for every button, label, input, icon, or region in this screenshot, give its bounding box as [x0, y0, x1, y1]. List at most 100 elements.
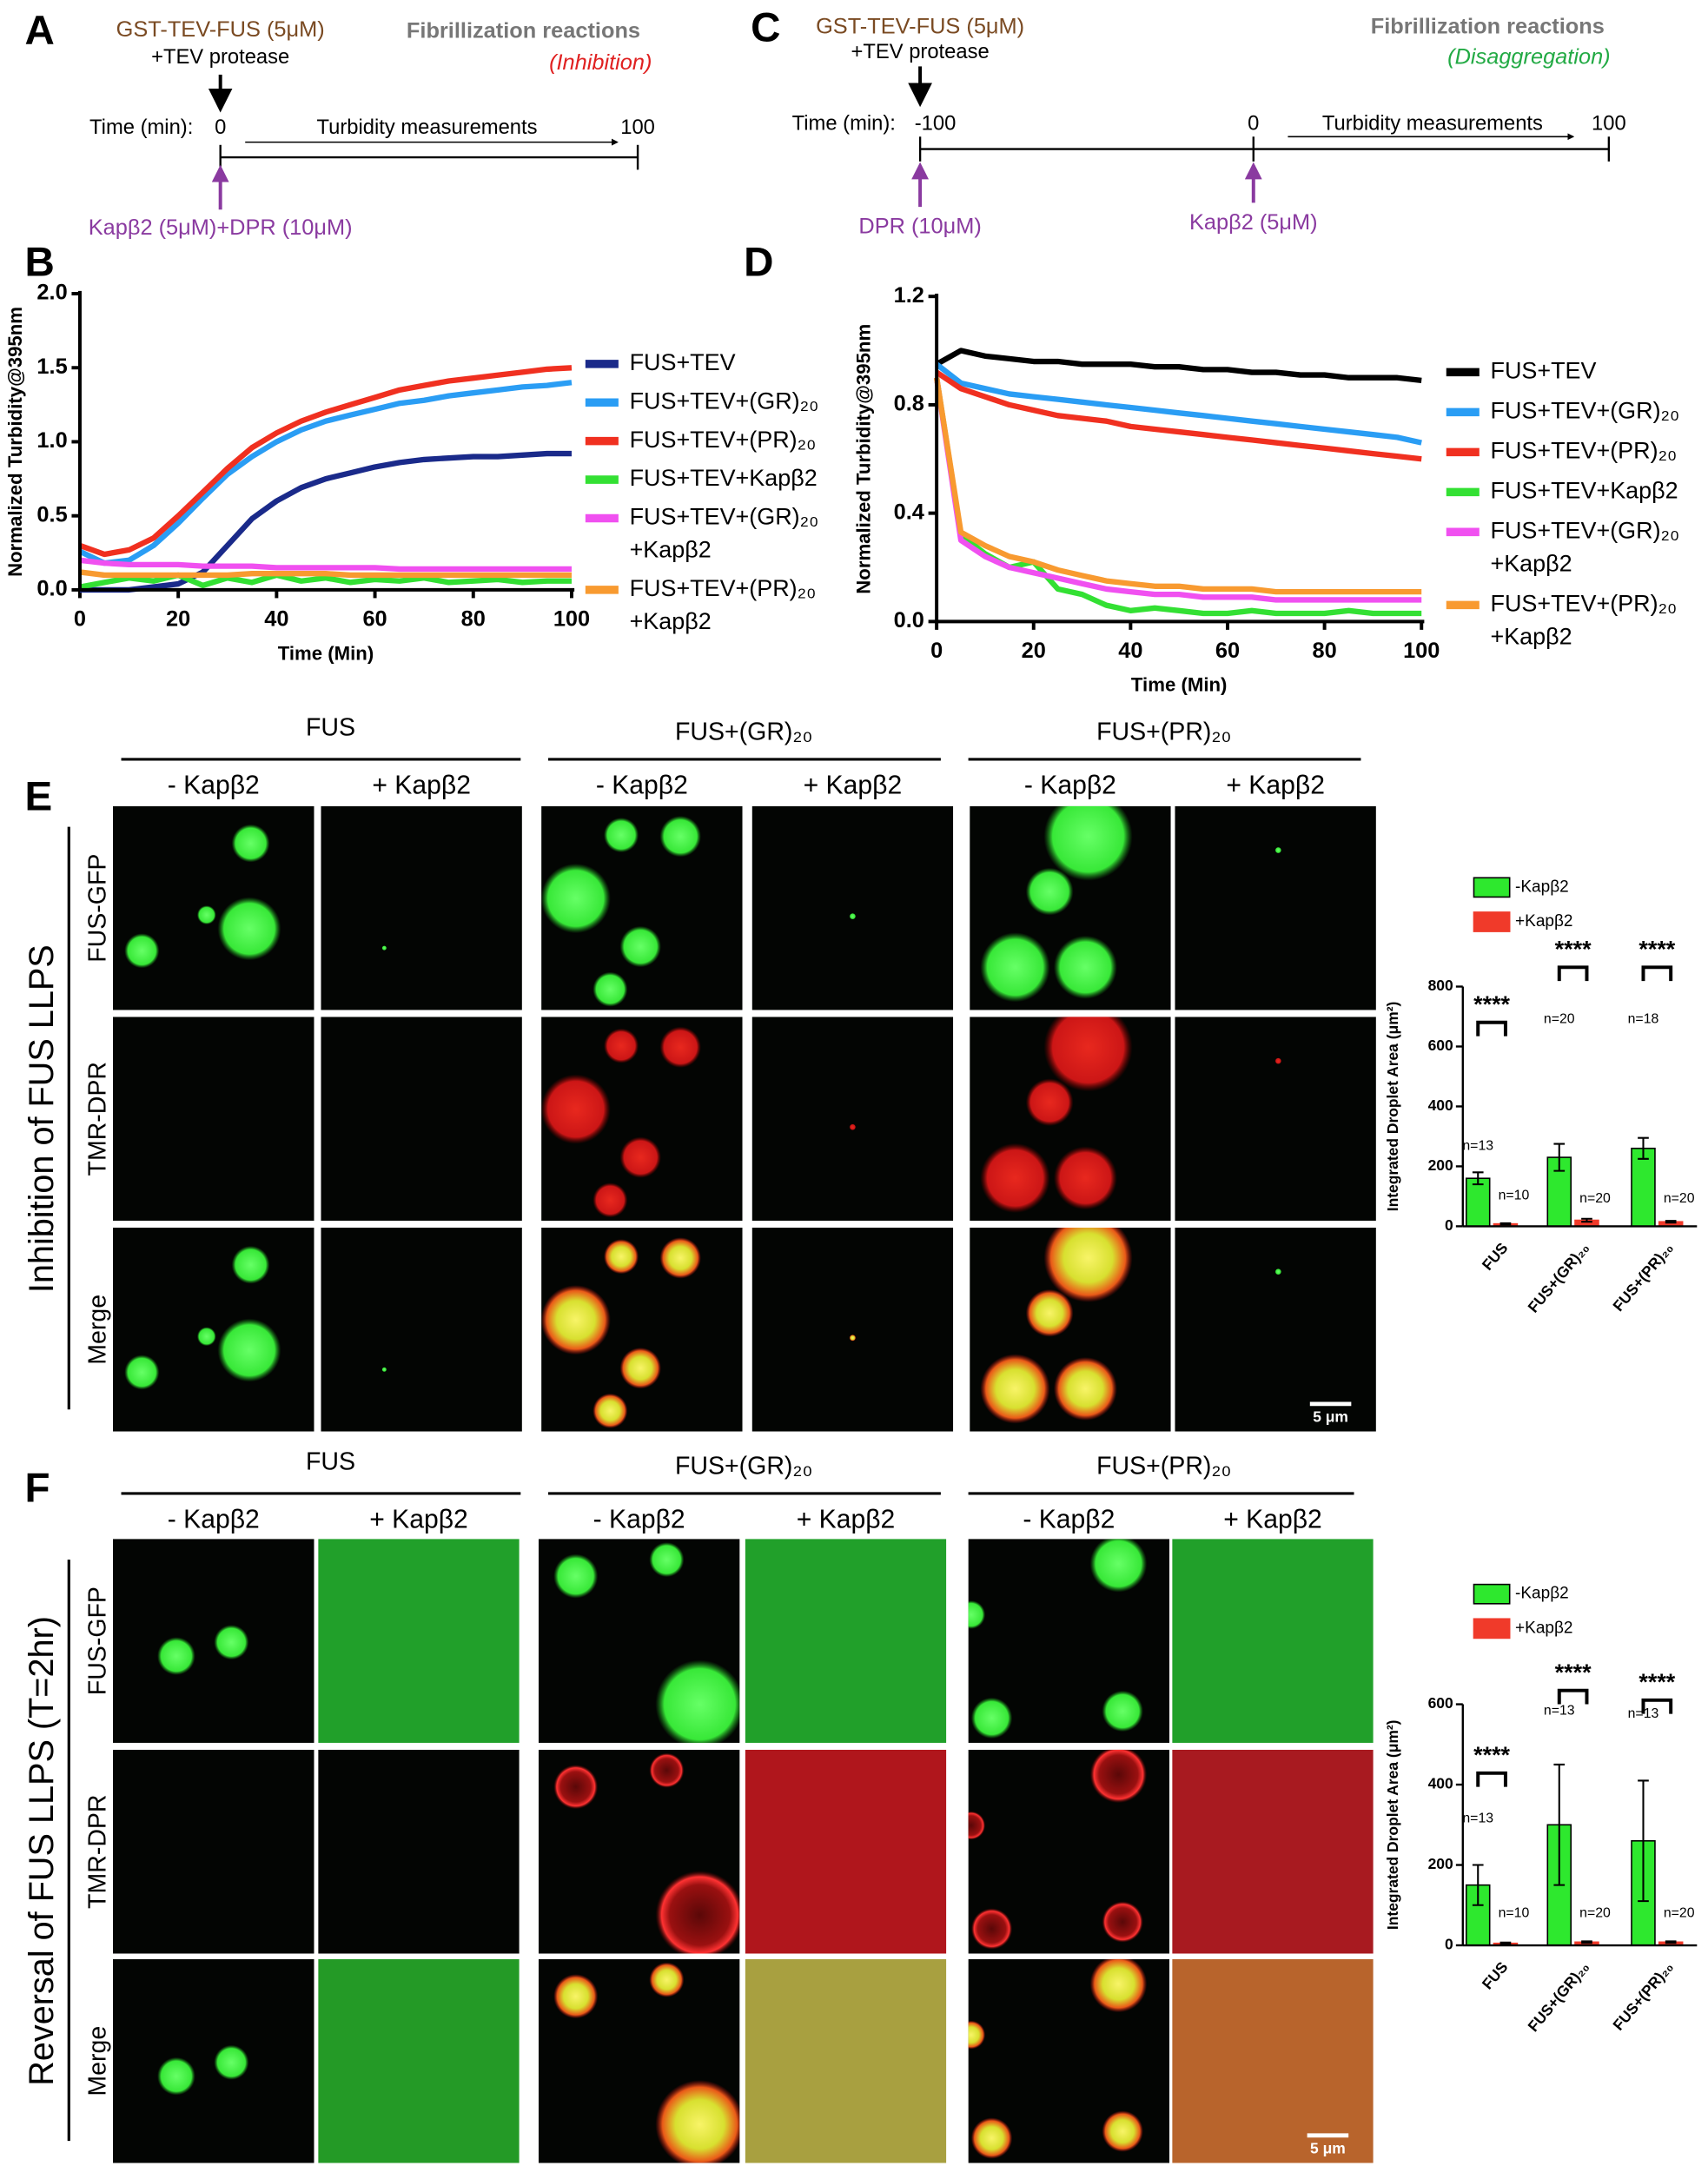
droplet: [1274, 1057, 1281, 1064]
channel-label: FUS-GFP: [84, 854, 112, 963]
legend-label: FUS+TEV+Kapβ2: [630, 465, 818, 491]
x-tick-label: 0: [74, 606, 86, 631]
micrograph: [751, 805, 954, 1010]
droplet: [1025, 1288, 1074, 1337]
micrograph-background: [318, 1749, 520, 1954]
legend-label: +Kapβ2: [1515, 912, 1572, 931]
y-tick-label: 0: [1445, 1216, 1453, 1234]
series-line: [935, 361, 1422, 446]
y-tick-label: 1.5: [36, 354, 67, 379]
n-label: n=20: [1664, 1191, 1695, 1206]
protein: GST-TEV-FUS (5μM): [116, 17, 325, 42]
droplet: [124, 1355, 160, 1390]
droplet: [553, 1553, 599, 1599]
micrograph: [541, 1017, 743, 1222]
micrograph-background: [745, 1539, 947, 1743]
x-tick-label: FUS: [1479, 1958, 1512, 1993]
significance-bracket: [1476, 1771, 1507, 1787]
droplet: [541, 1074, 611, 1144]
micrograph-background: [1172, 1958, 1374, 2163]
droplet: [603, 1028, 639, 1063]
micrograph: [970, 805, 1171, 1010]
series-line: [935, 348, 1422, 384]
time-mid: 0: [1248, 111, 1259, 135]
droplet: [1089, 1749, 1148, 1804]
micrograph-background: [113, 1227, 314, 1432]
micrograph-background: [1175, 805, 1376, 1010]
significance-label: ****: [1638, 1669, 1675, 1695]
protease: +TEV protease: [851, 40, 990, 63]
x-tick-label: FUS: [1479, 1239, 1512, 1274]
micrograph: [538, 1539, 740, 1743]
droplet: [849, 913, 857, 920]
micrograph: [745, 1958, 947, 2163]
micrograph-background: [321, 1227, 522, 1432]
y-tick-label: 400: [1428, 1096, 1453, 1114]
micrograph: [1172, 1749, 1374, 1954]
n-label: n=20: [1664, 1906, 1695, 1921]
droplet: [214, 2044, 249, 2080]
droplet: [231, 824, 270, 863]
condition-label: - Kapβ2: [596, 772, 688, 800]
legend-label: FUS+TEV+(GR)₂₀: [1490, 397, 1679, 423]
y-axis-label: Normalized Turbidity@395nm: [853, 324, 875, 594]
legend-swatch: [1473, 911, 1511, 932]
panel-letter: A: [25, 8, 55, 54]
droplet: [541, 1285, 611, 1355]
droplet: [381, 945, 387, 951]
condition-label: + Kapβ2: [369, 1506, 468, 1534]
micrograph: [1172, 1539, 1374, 1743]
side-label: Reversal of FUS LLPS (T=2hr): [23, 1616, 61, 2086]
channel-label: TMR-DPR: [84, 1794, 112, 1908]
droplet: [1043, 1227, 1133, 1302]
legend-label: FUS+TEV+Kapβ2: [1490, 477, 1678, 503]
micrograph: [968, 1539, 1170, 1743]
condition-label: + Kapβ2: [372, 772, 471, 800]
y-tick-label: 0.5: [36, 502, 67, 527]
micrograph-background: [751, 1227, 954, 1432]
x-tick-label: 100: [553, 606, 590, 631]
droplet: [968, 2020, 986, 2050]
x-tick-label: 60: [1215, 639, 1240, 663]
micrograph-background: [321, 1017, 522, 1222]
micrograph: [751, 1017, 954, 1222]
time-start: 0: [215, 116, 226, 139]
group-label: FUS+(GR)₂₀: [675, 718, 812, 745]
micrograph-background: [745, 1749, 947, 1954]
micrograph: [1175, 805, 1376, 1010]
droplet: [1102, 1901, 1143, 1943]
droplet: [655, 1659, 740, 1743]
condition-label: - Kapβ2: [1023, 1506, 1115, 1534]
droplet: [217, 897, 281, 961]
n-label: n=20: [1579, 1906, 1611, 1921]
x-tick-label: 80: [461, 606, 486, 631]
droplet: [1274, 1268, 1281, 1275]
legend-label: +Kapβ2: [1515, 1619, 1572, 1637]
micrograph-background: [113, 1958, 314, 2163]
droplet: [1102, 2110, 1143, 2152]
y-tick-label: 200: [1428, 1855, 1453, 1872]
time-label: Time (min):: [89, 116, 193, 139]
condition-label: - Kapβ2: [593, 1506, 685, 1534]
droplet: [1025, 867, 1074, 916]
channel-label: TMR-DPR: [84, 1062, 112, 1176]
error-bar: [1553, 1143, 1566, 1172]
droplet: [196, 1327, 216, 1347]
x-axis-label: Time (Min): [1131, 674, 1228, 696]
channel-label: FUS-GFP: [84, 1586, 112, 1695]
y-tick-label: 400: [1428, 1775, 1453, 1792]
addition: Kapβ2 (5μM): [1189, 210, 1318, 235]
subtitle: (Disaggregation): [1447, 45, 1610, 70]
droplet: [1274, 846, 1281, 854]
droplet: [1089, 1958, 1148, 2013]
droplet: [619, 925, 661, 968]
micrograph: [541, 1227, 743, 1432]
n-label: n=18: [1628, 1012, 1659, 1027]
droplet: [849, 1123, 857, 1130]
condition-label: - Kapβ2: [168, 772, 260, 800]
legend-label: FUS+TEV+(GR)₂₀: [630, 387, 819, 414]
legend-label: -Kapβ2: [1515, 878, 1569, 896]
y-tick-label: 200: [1428, 1156, 1453, 1174]
measurement: Turbidity measurements: [316, 116, 537, 139]
micrograph: [538, 1749, 740, 1954]
